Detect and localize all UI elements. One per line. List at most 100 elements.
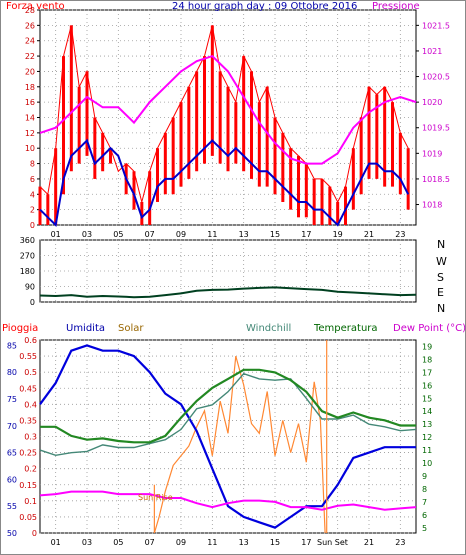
bottom-x-tick-label: 23 bbox=[395, 538, 405, 547]
bottom-x-tick-label: 09 bbox=[176, 538, 186, 547]
humidity-tick-label: 85 bbox=[7, 341, 17, 350]
top-x-tick-label: 07 bbox=[145, 230, 155, 239]
humidity-title: Umidita bbox=[66, 323, 105, 334]
pressure-title: Pressione bbox=[372, 1, 420, 12]
solar-line bbox=[153, 355, 326, 534]
temperature-tick-label: 6 bbox=[422, 511, 427, 520]
top-left-tick-label: 10 bbox=[25, 144, 35, 153]
graph-title: 24 hour graph day : 09 Ottobre 2016 bbox=[172, 1, 357, 12]
humidity-tick-label: 60 bbox=[7, 475, 17, 484]
sun-rise-label: Sun Rise bbox=[138, 493, 173, 502]
rain-tick-label: 0.45 bbox=[19, 384, 37, 393]
top-right-tick-label: 1018 bbox=[422, 201, 442, 210]
direction-label-s: S bbox=[437, 271, 444, 284]
top-x-tick-label: 19 bbox=[333, 230, 343, 239]
bottom-panel: 505560657075808500.050.10.150.20.250.30.… bbox=[7, 336, 432, 547]
top-panel: 024681012141618202224262810181018.510191… bbox=[25, 6, 450, 239]
top-left-tick-label: 4 bbox=[30, 190, 35, 199]
mid-left-tick-label: 90 bbox=[25, 283, 35, 292]
top-x-tick-label: 13 bbox=[239, 230, 249, 239]
temperature-tick-label: 7 bbox=[422, 498, 427, 507]
top-right-tick-label: 1021.5 bbox=[422, 21, 450, 30]
mid-left-tick-label: 0 bbox=[30, 298, 35, 307]
bottom-x-tick-label: 07 bbox=[145, 538, 155, 547]
top-x-tick-label: 05 bbox=[113, 230, 123, 239]
wind-direction-line bbox=[39, 286, 417, 299]
top-right-tick-label: 1020 bbox=[422, 98, 442, 107]
dewpoint-line bbox=[39, 490, 417, 511]
temperature-tick-label: 12 bbox=[422, 433, 432, 442]
temperature-tick-label: 5 bbox=[422, 524, 427, 533]
bottom-x-tick-label: 17 bbox=[301, 538, 311, 547]
temperature-title: Temperatura bbox=[313, 323, 378, 334]
top-x-tick-label: 23 bbox=[395, 230, 405, 239]
rain-title: Pioggia bbox=[2, 323, 38, 334]
bottom-x-tick-label: 11 bbox=[207, 538, 217, 547]
wind-min-line bbox=[39, 138, 410, 228]
direction-label-e: E bbox=[437, 286, 444, 299]
top-left-tick-label: 20 bbox=[25, 67, 35, 76]
top-right-tick-label: 1018.5 bbox=[422, 175, 450, 184]
top-x-tick-label: 03 bbox=[82, 230, 92, 239]
temperature-line bbox=[40, 368, 416, 444]
rain-tick-label: 0.25 bbox=[19, 449, 37, 458]
top-left-tick-label: 2 bbox=[30, 206, 35, 215]
temperature-tick-label: 15 bbox=[422, 394, 432, 403]
top-x-tick-label: 01 bbox=[51, 230, 61, 239]
rain-tick-label: 0.55 bbox=[19, 352, 37, 361]
humidity-tick-label: 75 bbox=[7, 395, 17, 404]
bottom-x-tick-label: 03 bbox=[82, 538, 92, 547]
windchill-line bbox=[39, 372, 417, 457]
temperature-tick-label: 9 bbox=[422, 472, 427, 481]
top-left-tick-label: 18 bbox=[25, 83, 35, 92]
bottom-x-tick-label: 13 bbox=[239, 538, 249, 547]
direction-label-w: W bbox=[436, 255, 447, 268]
middle-panel: 0 90 180 270 360 bbox=[20, 236, 417, 307]
bottom-x-tick-label: 05 bbox=[113, 538, 123, 547]
top-left-tick-label: 6 bbox=[30, 175, 35, 184]
rain-tick-label: 0.2 bbox=[24, 465, 37, 474]
windchill-title: Windchill bbox=[246, 323, 291, 334]
humidity-tick-label: 50 bbox=[7, 529, 17, 538]
top-left-tick-label: 24 bbox=[25, 37, 35, 46]
top-left-tick-label: 14 bbox=[25, 114, 35, 123]
humidity-tick-label: 80 bbox=[7, 368, 17, 377]
top-x-tick-label: 17 bbox=[301, 230, 311, 239]
humidity-tick-label: 65 bbox=[7, 449, 17, 458]
humidity-line bbox=[39, 344, 416, 529]
top-x-tick-label: 09 bbox=[176, 230, 186, 239]
bottom-x-tick-label: 01 bbox=[51, 538, 61, 547]
direction-label-n-bottom: N bbox=[437, 302, 445, 315]
temperature-tick-label: 13 bbox=[422, 420, 432, 429]
top-right-tick-label: 1019.5 bbox=[422, 124, 450, 133]
mid-left-tick-label: 270 bbox=[20, 252, 35, 261]
top-x-tick-label: 15 bbox=[270, 230, 280, 239]
top-left-tick-label: 12 bbox=[25, 129, 35, 138]
temperature-tick-label: 14 bbox=[422, 407, 432, 416]
rain-tick-label: 0.35 bbox=[19, 416, 37, 425]
mid-left-tick-label: 180 bbox=[20, 267, 35, 276]
mid-left-tick-label: 360 bbox=[20, 236, 35, 245]
pressure-line bbox=[39, 54, 417, 165]
temperature-tick-label: 11 bbox=[422, 446, 432, 455]
sun-set-label: Sun Set bbox=[317, 538, 348, 547]
top-left-tick-label: 0 bbox=[30, 221, 35, 230]
top-left-tick-label: 8 bbox=[30, 160, 35, 169]
rain-tick-label: 0.05 bbox=[19, 513, 37, 522]
humidity-tick-label: 70 bbox=[7, 422, 17, 431]
top-left-tick-label: 22 bbox=[25, 52, 35, 61]
rain-tick-label: 0.4 bbox=[24, 400, 37, 409]
temperature-tick-label: 8 bbox=[422, 485, 427, 494]
rain-tick-label: 0.15 bbox=[19, 481, 37, 490]
temperature-tick-label: 10 bbox=[422, 459, 432, 468]
direction-label-n-top: N bbox=[437, 238, 445, 251]
top-x-tick-label: 11 bbox=[207, 230, 217, 239]
top-right-tick-label: 1020.5 bbox=[422, 73, 450, 82]
dewpoint-title: Dew Point (°C) bbox=[393, 323, 466, 334]
temperature-tick-label: 16 bbox=[422, 381, 432, 390]
rain-tick-label: 0.3 bbox=[24, 433, 37, 442]
rain-tick-label: 0.5 bbox=[24, 368, 37, 377]
bottom-x-tick-label: 21 bbox=[364, 538, 374, 547]
wind-speed-line bbox=[39, 25, 409, 204]
